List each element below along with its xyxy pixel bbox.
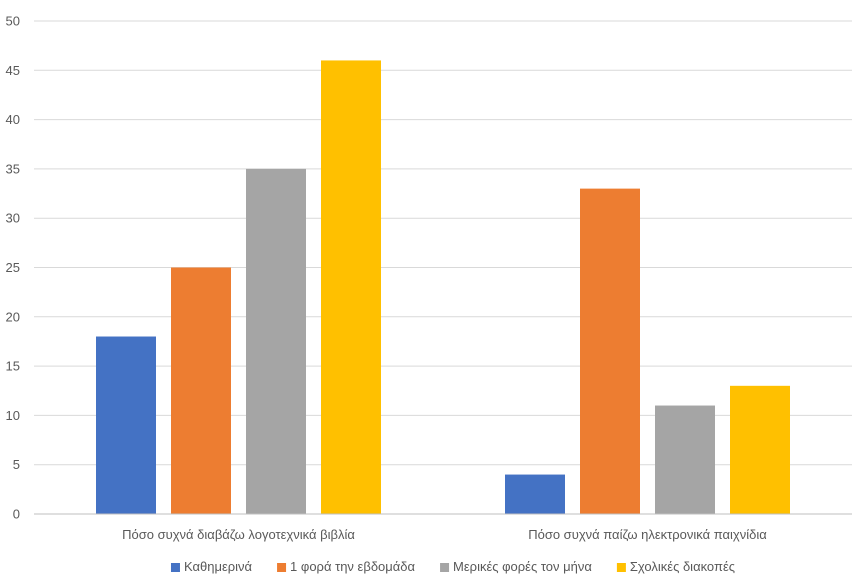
bar <box>580 188 640 514</box>
bar <box>730 385 790 514</box>
y-axis-ticks: 0 5 10 15 20 25 30 35 40 45 50 <box>6 14 20 522</box>
x-category-label: Πόσο συχνά διαβάζω λογοτεχνικά βιβλία <box>122 527 355 542</box>
legend-item: Σχολικές διακοπές <box>616 559 735 574</box>
legend-label: 1 φορά την εβδομάδα <box>290 559 415 574</box>
bar <box>246 168 306 514</box>
legend-label: Μερικές φορές τον μήνα <box>453 559 592 574</box>
y-tick-label: 20 <box>6 309 20 324</box>
y-tick-label: 45 <box>6 63 20 78</box>
bar <box>171 267 231 514</box>
gridlines <box>34 20 852 466</box>
y-tick-label: 40 <box>6 112 20 127</box>
legend-swatch <box>440 563 450 572</box>
y-tick-label: 25 <box>6 260 20 275</box>
bar <box>96 336 156 514</box>
legend-label: Καθημερινά <box>184 559 253 574</box>
legend-item: 1 φορά την εβδομάδα <box>277 559 416 574</box>
y-tick-label: 15 <box>6 359 20 374</box>
y-tick-label: 0 <box>13 507 20 522</box>
legend: Καθημερινά 1 φορά την εβδομάδα Μερικές φορ… <box>170 559 735 574</box>
legend-label: Σχολικές διακοπές <box>630 559 735 574</box>
legend-swatch <box>616 563 626 572</box>
legend-item: Μερικές φορές τον μήνα <box>440 559 592 574</box>
y-tick-label: 30 <box>6 211 20 226</box>
x-category-label: Πόσο συχνά παίζω ηλεκτρονικά παιχνίδια <box>528 527 767 542</box>
y-tick-label: 50 <box>6 14 20 29</box>
bar <box>505 474 565 514</box>
bar <box>321 60 381 514</box>
legend-swatch <box>277 563 287 572</box>
y-tick-label: 10 <box>6 408 20 423</box>
bar <box>655 405 715 514</box>
legend-swatch <box>170 563 180 572</box>
bars <box>96 60 790 514</box>
legend-item: Καθημερινά <box>170 559 253 574</box>
y-tick-label: 5 <box>13 457 20 472</box>
x-axis-category-labels: Πόσο συχνά διαβάζω λογοτεχνικά βιβλία Πόσ… <box>122 527 767 542</box>
y-tick-label: 35 <box>6 161 20 176</box>
